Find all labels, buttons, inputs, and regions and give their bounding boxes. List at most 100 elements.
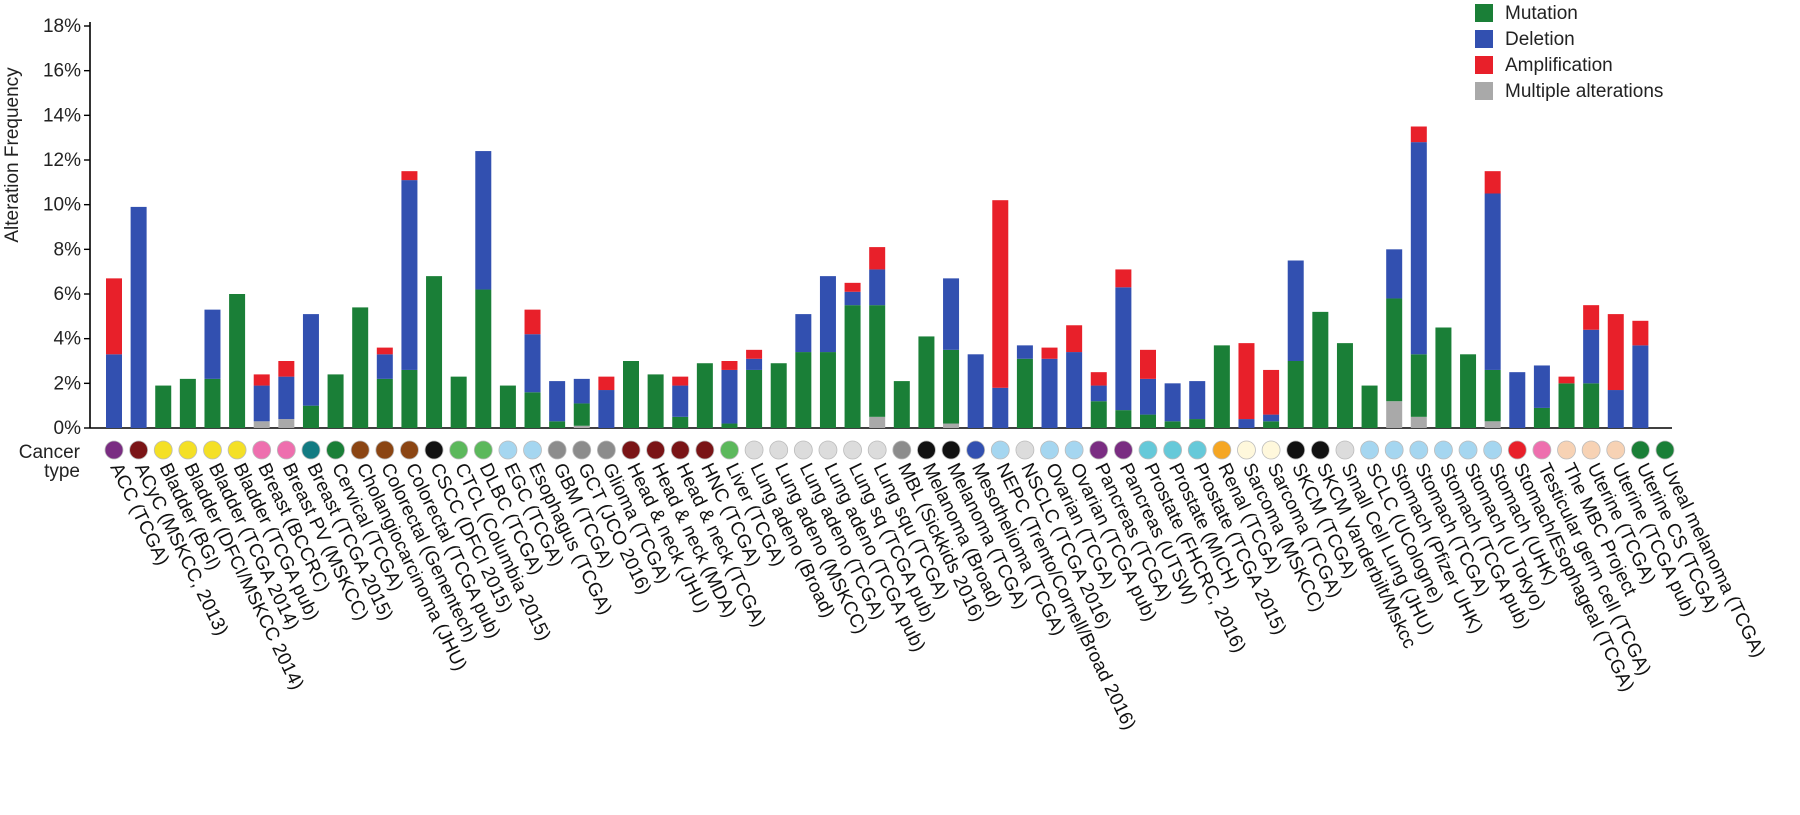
bar-stack [696, 363, 713, 428]
legend: Mutation Deletion Amplification Multiple al… [1475, 3, 1663, 102]
deletion-segment [1484, 193, 1501, 370]
cancer-type-dot [1187, 440, 1207, 460]
bar-stack [376, 347, 393, 428]
multiple-segment [278, 419, 295, 428]
cancer-type-dot [326, 440, 345, 460]
deletion-segment [1016, 345, 1033, 359]
bar-stack [1583, 305, 1600, 428]
cancer-type-dot [498, 440, 518, 460]
amplification-segment [1115, 269, 1132, 288]
deletion-segment [1533, 365, 1550, 408]
bar-stack [1164, 383, 1181, 428]
deletion-segment [1140, 378, 1156, 415]
deletion-segment [1287, 260, 1304, 361]
legend-swatch [1475, 4, 1493, 22]
cancer-type-dot [744, 440, 764, 460]
mutation-segment [1435, 327, 1452, 428]
cancer-type-dot [1237, 440, 1256, 460]
cancer-type-dot [966, 440, 986, 460]
multiple-segment [1386, 401, 1403, 428]
amplification-segment [1263, 369, 1280, 415]
legend-label: Amplification [1505, 55, 1613, 76]
mutation-segment [229, 294, 246, 428]
amplification-segment [746, 349, 763, 359]
cancer-type-dot [867, 440, 887, 460]
mutation-segment [499, 385, 516, 428]
cancer-type-dot [301, 440, 321, 460]
mutation-segment [327, 374, 344, 428]
cancer-type-dot [1089, 440, 1109, 460]
deletion-segment [1632, 345, 1649, 428]
bar-stack [721, 361, 738, 428]
bar-stack [1632, 320, 1649, 428]
cancer-type-dot [1064, 440, 1084, 460]
cancer-type-dot [1138, 440, 1158, 460]
bar-stack [795, 314, 812, 428]
multiple-segment [253, 421, 270, 428]
deletion-segment [376, 354, 393, 379]
deletion-segment [721, 369, 738, 424]
mutation-segment [795, 352, 812, 428]
amplification-segment [598, 376, 615, 391]
y-tick-label: 12% [43, 150, 81, 171]
amplification-segment [721, 361, 738, 370]
cancer-type-dot [1040, 440, 1059, 460]
mutation-segment [376, 378, 393, 428]
cancer-type-dot [424, 440, 444, 460]
cancer-type-dot [720, 440, 739, 460]
multiple-segment [943, 423, 960, 428]
deletion-segment [524, 334, 541, 393]
mutation-segment [549, 421, 566, 428]
amplification-segment [672, 376, 689, 386]
amplification-segment [1238, 343, 1255, 420]
amplification-segment [524, 309, 541, 335]
bar-stack [967, 354, 984, 428]
mutation-segment [401, 369, 418, 428]
cancer-type-dot [892, 440, 912, 460]
bar-stack [401, 171, 418, 428]
y-tick-label: 14% [43, 105, 81, 126]
mutation-segment [1410, 354, 1427, 417]
mutation-segment [426, 276, 443, 428]
cancer-type-dot [1532, 440, 1552, 460]
bar-stack [1435, 327, 1452, 428]
cancer-type-dot [1434, 440, 1453, 460]
multiple-segment [1410, 416, 1427, 428]
cancer-type-dot [473, 440, 493, 460]
cancer-type-dot [1507, 440, 1527, 460]
mutation-segment [450, 376, 467, 428]
deletion-segment [844, 291, 861, 306]
bar-stack [1558, 376, 1575, 428]
deletion-segment [1090, 385, 1107, 402]
y-tick-label: 2% [54, 373, 82, 394]
bars [106, 126, 1649, 428]
bar-stack [302, 314, 319, 428]
bar-stack [1484, 171, 1501, 428]
mutation-segment [647, 374, 664, 428]
bar-stack [352, 307, 369, 428]
mutation-segment [943, 349, 960, 424]
legend-swatch [1475, 30, 1493, 48]
bar-stack [672, 376, 689, 428]
cancer-type-dot [203, 440, 222, 460]
cancer-type-dot [252, 440, 272, 460]
mutation-segment [1533, 407, 1550, 428]
bar-stack [130, 206, 147, 428]
bar-stack [1361, 385, 1378, 428]
mutation-segment [1361, 385, 1378, 428]
mutation-segment [1460, 354, 1477, 428]
y-tick-label: 6% [54, 284, 82, 305]
legend-label: Deletion [1505, 29, 1575, 50]
cancer-type-dot [695, 440, 715, 460]
deletion-segment [1509, 372, 1526, 428]
amplification-segment [1140, 349, 1156, 379]
amplification-segment [1041, 347, 1058, 359]
bar-stack [155, 385, 172, 428]
legend-label: Mutation [1505, 3, 1578, 24]
bar-stack [106, 278, 122, 428]
amplification-segment [106, 278, 122, 355]
deletion-segment [130, 206, 147, 428]
cancer-type-dot [1261, 440, 1281, 460]
bar-stack [819, 276, 836, 428]
